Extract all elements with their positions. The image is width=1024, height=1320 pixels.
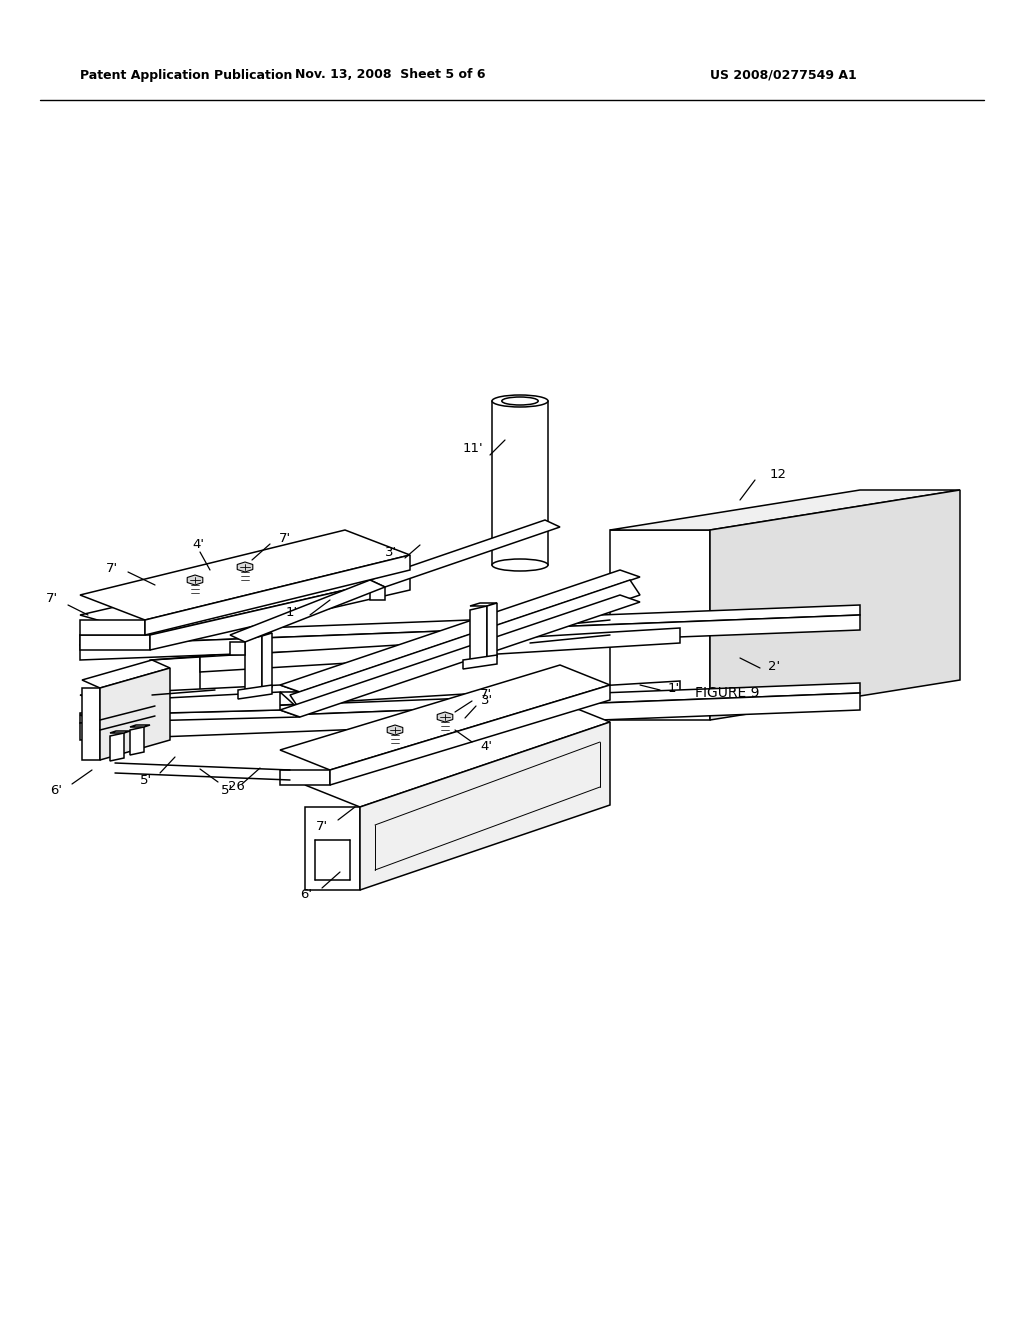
- Polygon shape: [230, 579, 385, 642]
- Polygon shape: [238, 685, 272, 700]
- Polygon shape: [290, 579, 640, 710]
- Text: Patent Application Publication: Patent Application Publication: [80, 69, 293, 82]
- Text: 6': 6': [300, 888, 312, 902]
- Text: 26: 26: [228, 780, 245, 792]
- Polygon shape: [245, 634, 272, 636]
- Polygon shape: [80, 635, 150, 649]
- Polygon shape: [370, 587, 385, 601]
- Polygon shape: [463, 655, 497, 669]
- Text: 2': 2': [768, 660, 780, 672]
- Text: 3': 3': [385, 546, 397, 560]
- Polygon shape: [370, 520, 560, 587]
- Text: 11': 11': [463, 441, 483, 454]
- Polygon shape: [230, 642, 245, 655]
- Text: 7': 7': [46, 593, 58, 606]
- Polygon shape: [145, 554, 410, 635]
- Polygon shape: [200, 681, 680, 725]
- Text: FIGURE 9: FIGURE 9: [695, 686, 760, 700]
- Ellipse shape: [502, 397, 539, 405]
- Polygon shape: [487, 603, 497, 660]
- Polygon shape: [80, 531, 410, 620]
- Polygon shape: [437, 711, 453, 722]
- Text: 7': 7': [315, 820, 328, 833]
- Polygon shape: [610, 490, 961, 531]
- Polygon shape: [150, 657, 200, 698]
- Ellipse shape: [492, 395, 548, 407]
- Text: 7': 7': [279, 532, 291, 544]
- Polygon shape: [262, 634, 272, 690]
- Polygon shape: [80, 605, 860, 645]
- Polygon shape: [80, 710, 300, 722]
- Polygon shape: [82, 660, 170, 688]
- Polygon shape: [110, 731, 130, 733]
- Polygon shape: [200, 628, 680, 672]
- Polygon shape: [80, 682, 860, 723]
- Polygon shape: [238, 562, 253, 572]
- Polygon shape: [280, 595, 640, 717]
- Polygon shape: [130, 725, 150, 727]
- Polygon shape: [280, 692, 319, 710]
- Polygon shape: [470, 603, 497, 606]
- Polygon shape: [80, 615, 860, 660]
- Text: US 2008/0277549 A1: US 2008/0277549 A1: [710, 69, 857, 82]
- Polygon shape: [130, 727, 144, 755]
- Polygon shape: [610, 531, 710, 719]
- Polygon shape: [80, 620, 145, 635]
- Polygon shape: [80, 554, 410, 635]
- Ellipse shape: [492, 558, 548, 572]
- Text: 7': 7': [480, 689, 493, 701]
- Text: 5': 5': [140, 774, 152, 787]
- Text: 12: 12: [770, 469, 787, 482]
- Polygon shape: [100, 668, 170, 760]
- Text: 7': 7': [105, 561, 118, 574]
- Text: 5': 5': [221, 784, 233, 797]
- Text: 4': 4': [480, 739, 492, 752]
- Text: 6': 6': [50, 784, 62, 797]
- Polygon shape: [305, 807, 360, 890]
- Polygon shape: [330, 685, 610, 785]
- Polygon shape: [80, 693, 860, 741]
- Polygon shape: [280, 570, 640, 692]
- Polygon shape: [280, 665, 610, 770]
- Polygon shape: [82, 688, 100, 760]
- Polygon shape: [90, 692, 280, 715]
- Text: 1': 1': [668, 681, 680, 694]
- Polygon shape: [80, 685, 300, 702]
- Text: 3': 3': [481, 693, 494, 706]
- Text: 1': 1': [286, 606, 298, 619]
- Polygon shape: [387, 725, 402, 735]
- Polygon shape: [470, 606, 487, 664]
- Polygon shape: [280, 770, 330, 785]
- Polygon shape: [187, 576, 203, 585]
- Polygon shape: [150, 696, 200, 713]
- Polygon shape: [710, 490, 961, 719]
- Text: Nov. 13, 2008  Sheet 5 of 6: Nov. 13, 2008 Sheet 5 of 6: [295, 69, 485, 82]
- Polygon shape: [360, 722, 610, 890]
- Polygon shape: [305, 700, 610, 807]
- Polygon shape: [150, 576, 410, 649]
- Text: 4': 4': [193, 537, 204, 550]
- Polygon shape: [110, 733, 124, 762]
- Polygon shape: [245, 636, 262, 694]
